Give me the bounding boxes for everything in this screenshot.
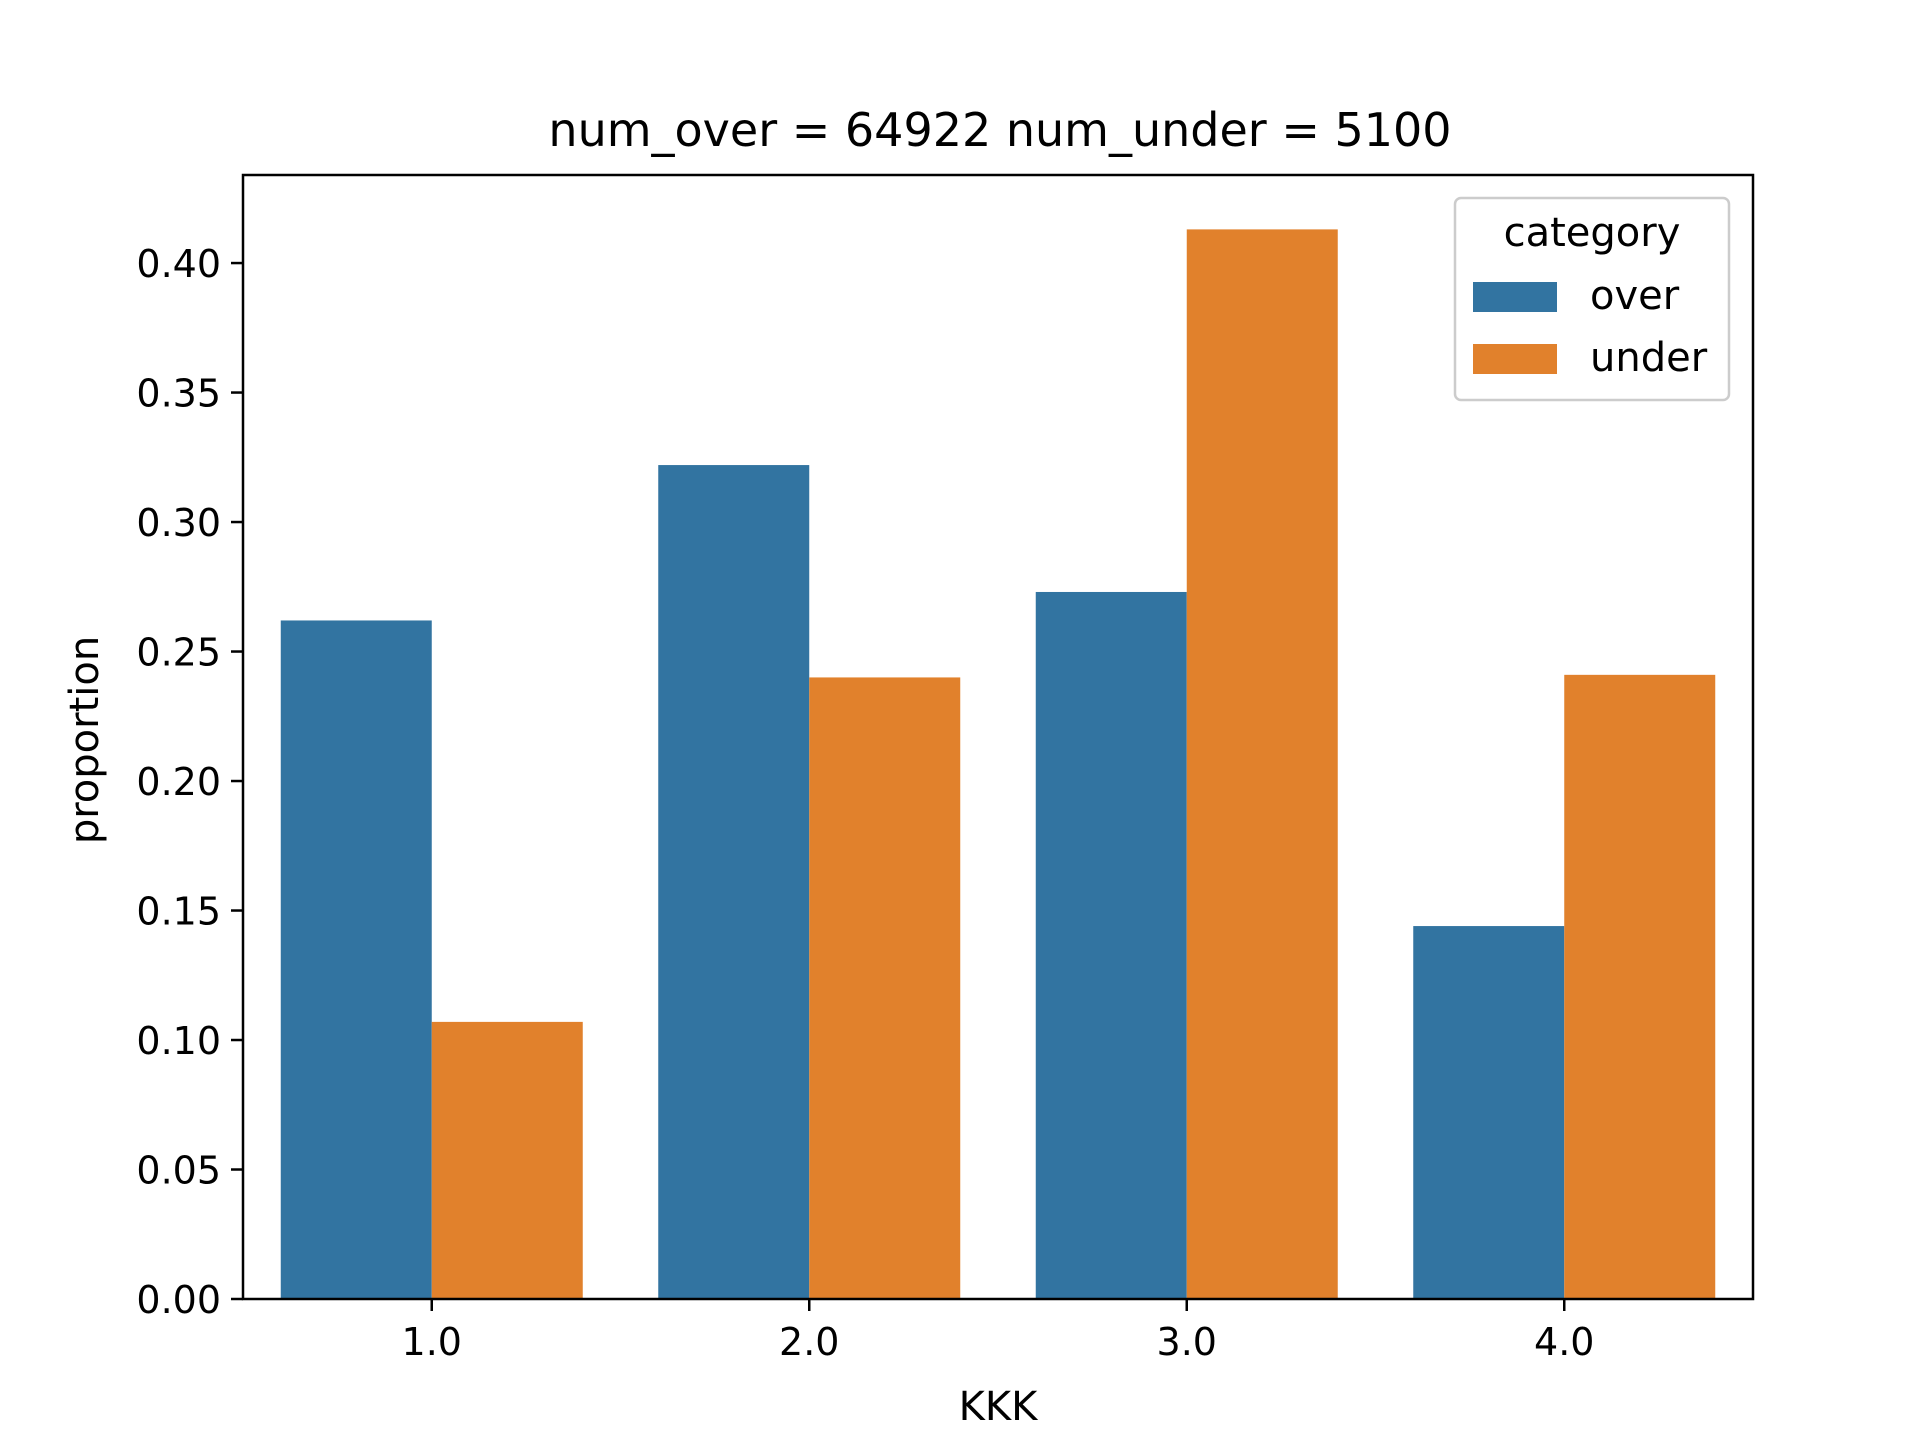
x-tick-label: 2.0 xyxy=(779,1320,839,1364)
y-tick-label: 0.30 xyxy=(136,501,221,545)
x-tick-label: 4.0 xyxy=(1534,1320,1594,1364)
y-tick-label: 0.40 xyxy=(136,242,221,286)
legend-swatch-over xyxy=(1473,282,1557,312)
y-tick-label: 0.00 xyxy=(136,1278,221,1322)
plot-frame xyxy=(241,173,1755,1301)
bar-over-4-0 xyxy=(1413,926,1565,1299)
x-axis-label: KKK xyxy=(959,1384,1039,1430)
bar-under-4-0 xyxy=(1564,674,1716,1299)
y-tick-label: 0.20 xyxy=(136,760,221,804)
x-tick-label: 3.0 xyxy=(1157,1320,1217,1364)
y-tick-label: 0.25 xyxy=(136,631,221,675)
bar-under-1-0 xyxy=(431,1021,583,1299)
y-axis: 0.00 0.05 0.10 0.15 0.20 0.25 0.30 0.35 0.40 xyxy=(136,242,243,1322)
legend: category over under xyxy=(1453,196,1731,402)
bars-group xyxy=(280,229,1716,1299)
y-tick-label: 0.05 xyxy=(136,1149,221,1193)
y-tick-label: 0.35 xyxy=(136,372,221,416)
bar-over-2-0 xyxy=(658,465,810,1299)
legend-label-under: under xyxy=(1590,335,1708,381)
legend-swatch-under xyxy=(1473,344,1557,374)
x-tick-label: 1.0 xyxy=(402,1320,462,1364)
bar-over-1-0 xyxy=(280,620,432,1299)
bar-over-3-0 xyxy=(1035,591,1187,1299)
bar-under-3-0 xyxy=(1186,229,1338,1299)
bar-under-2-0 xyxy=(809,677,961,1299)
y-tick-label: 0.10 xyxy=(136,1019,221,1063)
chart-title: num_over = 64922 num_under = 5100 xyxy=(548,103,1451,157)
legend-title: category xyxy=(1504,210,1681,256)
x-axis: 1.0 2.0 3.0 4.0 xyxy=(402,1299,1594,1364)
legend-label-over: over xyxy=(1590,273,1680,319)
y-axis-label: proportion xyxy=(62,636,108,844)
y-tick-label: 0.15 xyxy=(136,890,221,934)
